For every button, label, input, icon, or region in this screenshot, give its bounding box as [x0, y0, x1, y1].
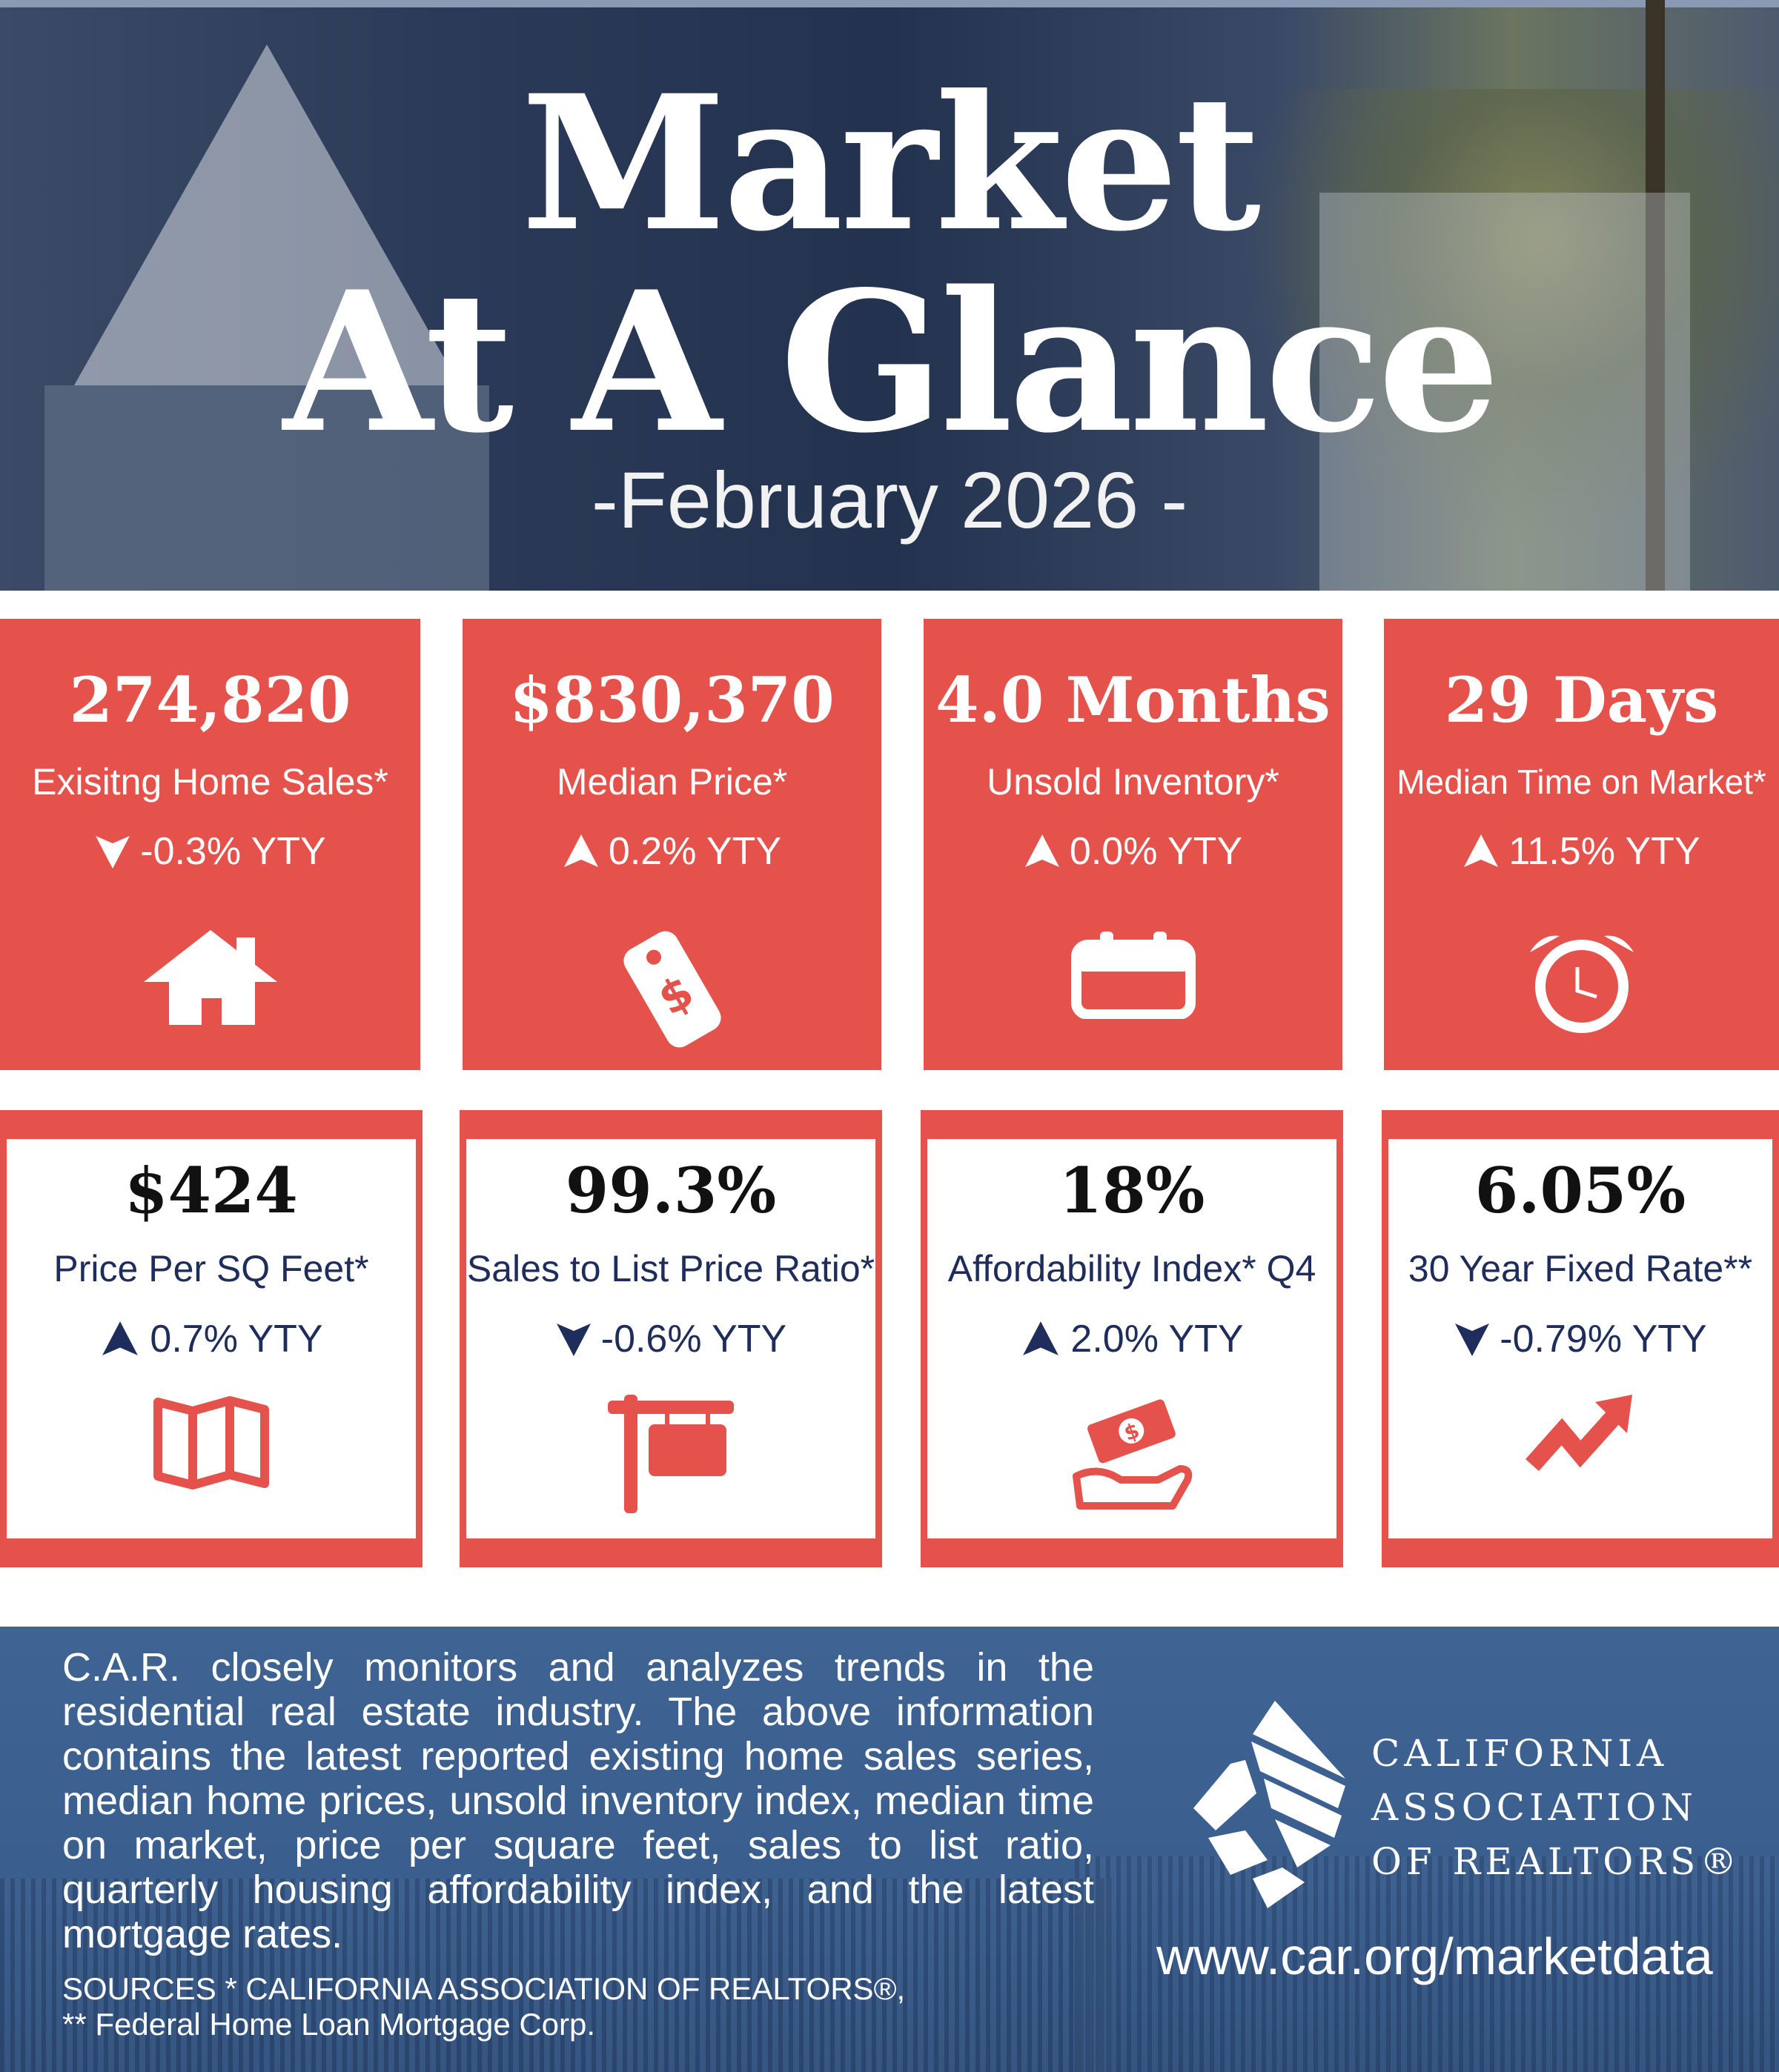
stat-change: -0.6% YTY: [466, 1315, 875, 1363]
roof-background: [1075, 1856, 1779, 2072]
stat-label: Affordability Index* Q4: [947, 1248, 1316, 1289]
arrow-up-icon: [563, 834, 598, 867]
stat-label: 30 Year Fixed Rate**: [1408, 1248, 1753, 1289]
stat-label: Median Time on Market*: [1397, 763, 1766, 801]
house-wall-left: [44, 385, 489, 591]
website-link[interactable]: www.car.org/marketdata: [1156, 1927, 1713, 1985]
arrow-up-icon: [102, 1321, 139, 1355]
stat-label: Unsold Inventory*: [987, 761, 1279, 803]
arrow-up-icon: [1023, 1321, 1059, 1355]
footer: C.A.R. closely monitors and analyzes tre…: [0, 1627, 1779, 2072]
car-logo-icon: [1193, 1701, 1345, 1908]
stat-card-median-price: $830,370 Median Price* 0.2% YTY $: [463, 619, 881, 1070]
org-name: CALIFORNIA ASSOCIATION OF REALTORS®: [1371, 1727, 1741, 1889]
stat-value: 18%: [1059, 1154, 1205, 1227]
money-hand-icon: $: [1073, 1399, 1193, 1510]
stat-change: 11.5% YTY: [1384, 828, 1779, 875]
tree-trunk: [1646, 0, 1665, 591]
stat-change: 0.7% YTY: [7, 1315, 416, 1363]
stat-change: -0.79% YTY: [1388, 1315, 1772, 1363]
report-date: -February 2026 -: [591, 455, 1188, 545]
arrow-up-icon: [1464, 834, 1499, 867]
sources: SOURCES * CALIFORNIA ASSOCIATION OF REAL…: [62, 1971, 1100, 2042]
stat-value: 6.05%: [1474, 1154, 1686, 1227]
stat-value: 274,820: [69, 663, 351, 737]
org-line: CALIFORNIA: [1371, 1732, 1669, 1775]
sources-line: SOURCES * CALIFORNIA ASSOCIATION OF REAL…: [62, 1971, 906, 2006]
change-text: -0.3% YTY: [140, 830, 326, 873]
stat-card-affordability: 18% Affordability Index* Q4 2.0% YTY $: [921, 1110, 1343, 1567]
for-sale-sign-icon: [608, 1395, 734, 1513]
org-line: ASSOCIATION: [1371, 1786, 1697, 1829]
stat-card-unsold-inventory: 4.0 Months Unsold Inventory* 0.0% YTY: [924, 619, 1342, 1070]
arrow-down-icon: [556, 1324, 591, 1356]
change-text: -0.6% YTY: [600, 1318, 787, 1361]
stat-change: 0.2% YTY: [463, 828, 881, 875]
title-line1: Market: [520, 54, 1261, 272]
trend-arrow-icon: [1525, 1395, 1632, 1471]
house-icon: [143, 930, 277, 1025]
stat-value: $830,370: [509, 663, 835, 737]
arrow-down-icon: [1455, 1324, 1490, 1356]
stat-value: 99.3%: [565, 1154, 777, 1227]
calendar-icon: [1070, 932, 1196, 1019]
map-icon: [153, 1396, 269, 1490]
change-text: 11.5% YTY: [1508, 830, 1700, 873]
change-text: 0.7% YTY: [150, 1318, 323, 1361]
stat-change: 2.0% YTY: [927, 1315, 1336, 1363]
stat-change: -0.3% YTY: [0, 828, 420, 875]
house-gable-left: [74, 44, 460, 385]
alarm-clock-icon: [1529, 935, 1634, 1033]
tree-foliage: [1186, 89, 1779, 591]
change-text: 2.0% YTY: [1070, 1318, 1244, 1361]
stat-label: Sales to List Price Ratio*: [466, 1248, 875, 1289]
roof-background: [0, 1879, 1112, 2072]
title-line2: At A Glance: [282, 250, 1500, 476]
stat-value: 4.0 Months: [935, 663, 1331, 737]
stat-label: Price Per SQ Feet*: [53, 1248, 369, 1289]
stat-card-home-sales: 274,820 Exisitng Home Sales* -0.3% YTY: [0, 619, 420, 1070]
stat-card-fixed-rate: 6.05% 30 Year Fixed Rate** -0.79% YTY: [1382, 1110, 1779, 1567]
stat-card-time-on-market: 29 Days Median Time on Market* 11.5% YTY: [1384, 619, 1779, 1070]
stat-card-price-per-sqft: $424 Price Per SQ Feet* 0.7% YTY: [0, 1110, 423, 1567]
org-line: OF REALTORS®: [1371, 1840, 1742, 1883]
footer-description: C.A.R. closely monitors and analyzes tre…: [62, 1645, 1094, 1956]
change-text: 0.0% YTY: [1069, 830, 1243, 873]
house-wall-right: [1319, 193, 1690, 591]
stat-change: 0.0% YTY: [924, 828, 1342, 875]
hero-banner: Market At A Glance -February 2026 -: [0, 0, 1779, 591]
arrow-up-icon: [1024, 834, 1059, 867]
stat-label: Exisitng Home Sales*: [32, 761, 388, 803]
sources-line: ** Federal Home Loan Mortgage Corp.: [62, 2007, 596, 2042]
change-text: 0.2% YTY: [608, 830, 782, 873]
stat-card-sales-to-list: 99.3% Sales to List Price Ratio* -0.6% Y…: [460, 1110, 882, 1567]
change-text: -0.79% YTY: [1500, 1318, 1707, 1361]
stat-label: Median Price*: [556, 761, 788, 803]
arrow-down-icon: [96, 836, 130, 869]
hero-top-edge: [0, 0, 1779, 7]
stat-value: $424: [125, 1154, 298, 1227]
price-tag-icon: $: [623, 931, 721, 1048]
stat-value: 29 Days: [1444, 663, 1719, 737]
